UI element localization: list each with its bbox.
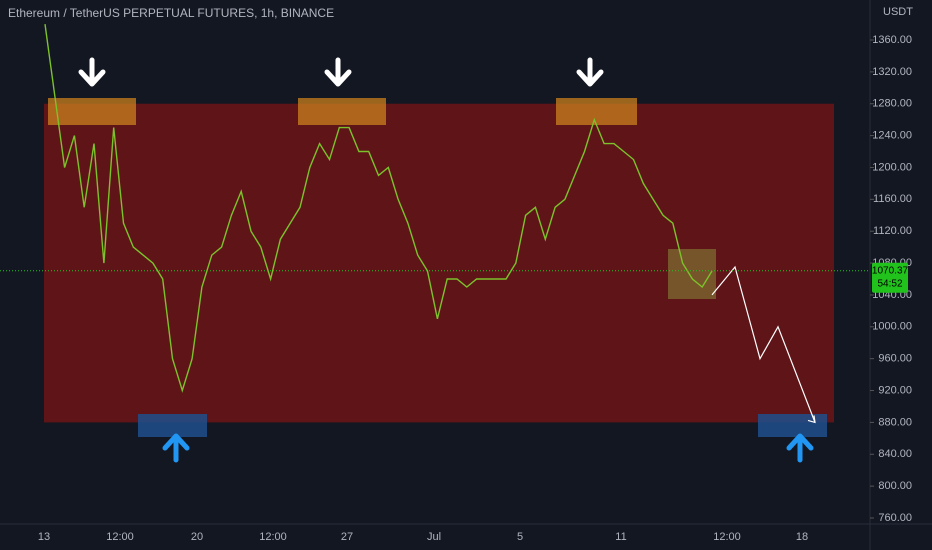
y-tick-label: 880.00: [878, 416, 912, 428]
bottom-highlight: [758, 414, 827, 437]
y-tick-label: 1320.00: [872, 66, 912, 78]
current-price-label: 1070.37: [872, 265, 909, 276]
y-tick-label: 1240.00: [872, 130, 912, 142]
x-tick-label: Jul: [427, 531, 441, 543]
y-tick-label: 800.00: [878, 480, 912, 492]
consolidation-box: [668, 249, 716, 299]
y-tick-label: 1160.00: [873, 193, 912, 205]
y-unit: USDT: [883, 6, 913, 18]
down-arrow: [324, 57, 352, 87]
current-price-box: [872, 262, 908, 293]
y-tick-label: 840.00: [878, 448, 912, 460]
x-tick-label: 18: [796, 531, 808, 543]
projection-line: [711, 265, 816, 423]
down-arrow: [78, 57, 106, 87]
x-tick-label: 12:00: [106, 531, 134, 543]
up-arrow: [162, 433, 190, 463]
x-tick-label: 12:00: [259, 531, 287, 543]
down-arrow: [576, 57, 604, 87]
top-highlight: [298, 98, 386, 125]
up-arrow: [786, 433, 814, 463]
projection-arrowhead: [807, 415, 816, 424]
y-tick-label: 1360.00: [872, 34, 912, 46]
x-tick-label: 5: [517, 531, 523, 543]
x-tick-label: 11: [615, 531, 626, 543]
y-tick-label: 1200.00: [872, 161, 912, 173]
y-tick-label: 920.00: [878, 384, 912, 396]
x-tick-label: 27: [341, 531, 353, 543]
chart-title: Ethereum / TetherUS PERPETUAL FUTURES, 1…: [8, 6, 334, 20]
top-highlight: [48, 98, 136, 125]
x-tick-label: 20: [191, 531, 203, 543]
price-line: [44, 24, 713, 393]
top-highlight: [556, 98, 637, 125]
y-tick-label: 1000.00: [872, 321, 912, 333]
y-tick-label: 960.00: [878, 353, 912, 365]
y-tick-label: 760.00: [878, 512, 912, 524]
bottom-highlight: [138, 414, 207, 437]
y-tick-label: 1280.00: [872, 98, 912, 110]
countdown-label: 54:52: [877, 278, 902, 289]
y-tick-label: 1120.00: [873, 225, 912, 237]
x-tick-label: 12:00: [713, 531, 741, 543]
x-tick-label: 13: [38, 531, 50, 543]
